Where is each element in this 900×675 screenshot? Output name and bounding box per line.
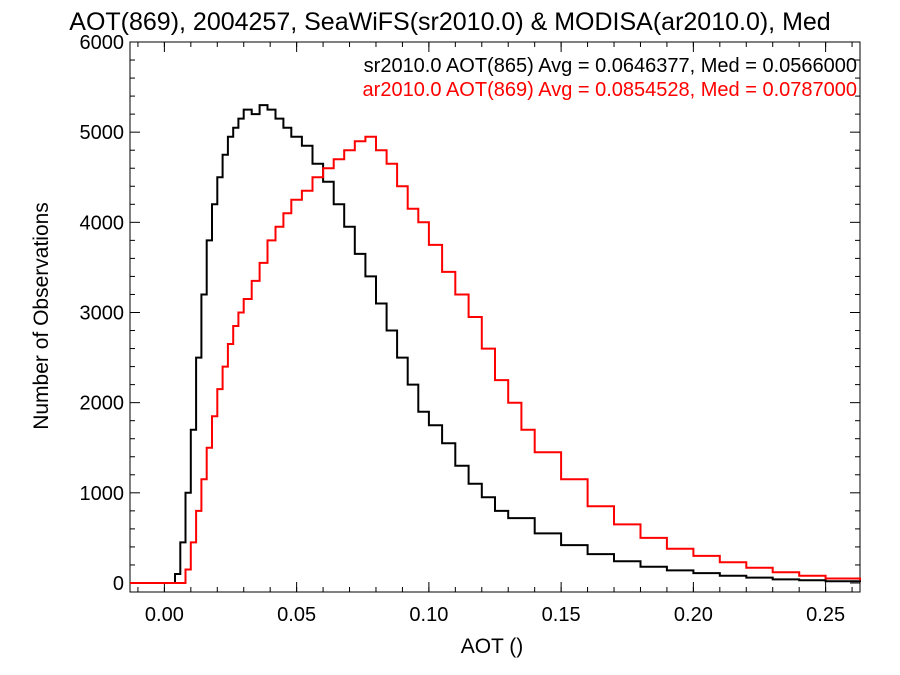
x-tick-label: 0.05 (277, 604, 316, 626)
y-tick-label: 6000 (80, 32, 125, 54)
y-tick-label: 0 (113, 573, 124, 595)
series-line-red (130, 135, 861, 584)
plot-frame (129, 41, 861, 593)
x-axis-label: AOT () (461, 635, 524, 658)
red-series-stats: ar2010.0 AOT(869) Avg = 0.0854528, Med =… (363, 79, 857, 101)
plot-border (129, 41, 861, 593)
x-axis-ticks: 0.00 0.05 0.10 0.15 0.20 0.25 (137, 42, 853, 626)
y-tick-label: 3000 (80, 302, 125, 324)
x-tick-label: 0.20 (674, 604, 713, 626)
y-tick-label: 4000 (80, 212, 125, 234)
y-tick-label: 5000 (80, 122, 125, 144)
x-tick-label: 0.00 (145, 604, 184, 626)
x-tick-label: 0.15 (542, 604, 581, 626)
chart-title: AOT(869), 2004257, SeaWiFS(sr2010.0) & M… (69, 8, 830, 36)
x-tick-label: 0.25 (806, 604, 845, 626)
black-series-stats: sr2010.0 AOT(865) Avg = 0.0646377, Med =… (364, 55, 857, 77)
series-layer (130, 104, 861, 584)
y-axis-ticks: 0 1000 2000 3000 4000 5000 6000 (80, 32, 860, 595)
y-tick-label: 1000 (80, 483, 125, 505)
series-line-black (130, 104, 861, 584)
y-axis-label: Number of Observations (30, 202, 53, 430)
y-tick-label: 2000 (80, 393, 125, 415)
x-tick-label: 0.10 (409, 604, 448, 626)
